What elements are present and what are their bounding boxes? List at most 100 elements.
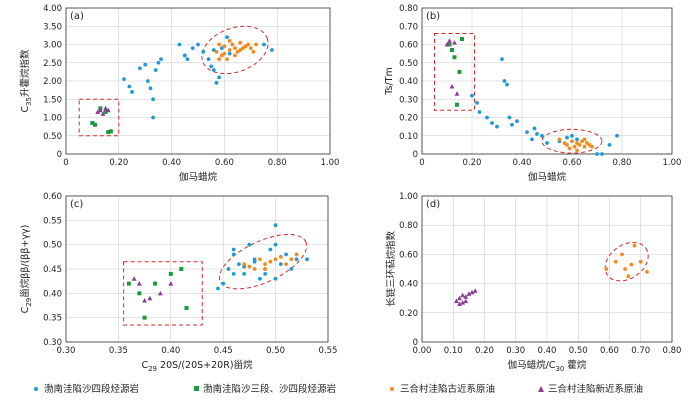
point-b-blue-7 <box>502 79 507 83</box>
point-c-blue-14 <box>294 257 299 262</box>
point-d-purple-7 <box>463 298 469 304</box>
point-a-blue-12 <box>177 42 182 47</box>
point-c-blue-5 <box>247 242 252 247</box>
point-a-blue-2 <box>130 90 134 94</box>
point-c-blue-3 <box>237 262 241 267</box>
point-b-blue-25 <box>600 152 604 156</box>
point-b-blue-13 <box>530 137 534 142</box>
x-axis-label-d: 伽马蜡烷/C30 藿烷 <box>508 359 587 373</box>
point-a-blue-15 <box>190 46 195 51</box>
point-c-purple-0 <box>131 276 137 281</box>
point-a-orange-18 <box>251 49 256 54</box>
point-a-blue-24 <box>225 35 229 40</box>
panel-label-b: (b) <box>426 11 440 22</box>
x-tick-b-5: 1.00 <box>663 158 682 168</box>
point-b-blue-24 <box>595 152 599 156</box>
y-tick-c-0: 0.30 <box>43 338 62 348</box>
dashed-ellipse-a-0 <box>201 25 269 75</box>
point-a-purple-0 <box>95 109 101 115</box>
point-a-blue-14 <box>185 57 190 61</box>
point-c-blue-9 <box>268 247 273 252</box>
x-tick-c-2: 0.40 <box>161 346 180 356</box>
point-a-purple-1 <box>97 107 103 113</box>
legend: 渤南洼陷沙四段烃源岩 渤南洼陷沙三段、沙四段烃源岩 三合村洼陷古近系原油 三合村… <box>34 383 643 395</box>
y-tick-b-3: 0.30 <box>399 95 418 105</box>
x-tick-d-7: 0.70 <box>631 346 650 356</box>
legend-label-3: 三合村洼陷古近系原油 <box>400 383 495 395</box>
point-c-blue-17 <box>252 259 257 264</box>
y-tick-a-2: 1.00 <box>43 114 62 124</box>
y-tick-b-6: 0.60 <box>399 41 418 51</box>
x-tick-a-2: 0.40 <box>162 158 181 168</box>
y-tick-b-8: 0.80 <box>399 4 418 14</box>
y-tick-a-6: 3.00 <box>43 41 62 51</box>
point-b-green-5 <box>455 102 459 107</box>
point-a-blue-25 <box>262 42 266 47</box>
legend-marker-1 <box>34 387 38 391</box>
x-tick-d-1: 0.10 <box>444 346 463 356</box>
point-c-green-2 <box>142 315 147 320</box>
point-c-orange-4 <box>268 259 273 264</box>
point-b-blue-23 <box>615 133 619 138</box>
x-tick-a-3: 0.60 <box>215 158 234 168</box>
point-b-orange-0 <box>557 137 562 142</box>
point-b-blue-11 <box>515 119 519 124</box>
point-c-blue-20 <box>216 286 220 291</box>
point-a-orange-10 <box>240 46 245 51</box>
plot-frame-c <box>65 195 329 343</box>
point-b-green-3 <box>457 69 462 74</box>
legend-label-4: 三合村洼陷新近系原油 <box>548 383 643 395</box>
point-c-orange-11 <box>263 267 268 271</box>
point-a-orange-5 <box>227 48 232 52</box>
x-tick-d-3: 0.30 <box>506 346 525 356</box>
point-d-orange-1 <box>613 259 618 264</box>
point-a-purple-2 <box>100 111 106 116</box>
y-tick-a-0: 0 <box>57 150 62 160</box>
point-b-blue-0 <box>470 93 474 98</box>
point-b-purple-2 <box>449 83 455 89</box>
point-c-purple-4 <box>168 281 174 286</box>
point-c-orange-5 <box>273 257 278 262</box>
point-c-blue-12 <box>284 252 288 257</box>
point-b-orange-13 <box>575 148 579 153</box>
y-axis-label-d: 长链三环萜烷指数 <box>385 231 397 308</box>
y-tick-c-6: 0.60 <box>43 192 62 202</box>
y-tick-b-0: 0 <box>413 150 418 160</box>
point-a-blue-6 <box>148 86 153 91</box>
dashed-ellipse-b-0 <box>541 128 603 154</box>
x-tick-d-0: 0.00 <box>413 346 432 356</box>
point-c-purple-2 <box>147 295 153 301</box>
point-c-green-0 <box>126 281 131 286</box>
point-c-orange-6 <box>278 254 283 259</box>
point-c-orange-7 <box>284 262 288 267</box>
point-d-purple-4 <box>463 294 469 299</box>
legend-item-3: 三合村洼陷古近系原油 <box>390 383 495 395</box>
point-b-orange-11 <box>590 144 594 149</box>
point-b-orange-6 <box>577 142 582 147</box>
y-tick-a-1: 0.50 <box>43 132 62 142</box>
point-a-orange-20 <box>217 57 222 61</box>
point-a-orange-7 <box>233 46 237 51</box>
point-a-orange-11 <box>243 44 248 49</box>
point-d-purple-5 <box>466 291 472 296</box>
point-c-orange-9 <box>294 252 299 257</box>
x-tick-c-4: 0.50 <box>266 346 285 356</box>
point-d-purple-0 <box>453 298 459 304</box>
y-tick-d-5: 1.00 <box>399 192 418 202</box>
point-c-green-5 <box>179 267 184 271</box>
y-tick-b-4: 0.40 <box>399 77 418 87</box>
point-b-blue-17 <box>545 141 549 145</box>
point-a-orange-13 <box>227 38 232 43</box>
point-b-green-4 <box>460 37 464 42</box>
point-c-orange-0 <box>242 262 247 267</box>
point-a-orange-3 <box>222 44 227 49</box>
point-a-orange-6 <box>230 42 235 47</box>
point-c-blue-19 <box>273 276 278 281</box>
point-b-green-1 <box>450 47 454 52</box>
point-a-blue-22 <box>217 75 222 80</box>
point-d-purple-9 <box>472 288 478 293</box>
x-tick-c-3: 0.45 <box>214 346 233 356</box>
point-a-green-0 <box>90 120 95 125</box>
legend-marker-2 <box>194 386 199 391</box>
point-b-orange-2 <box>565 142 569 147</box>
